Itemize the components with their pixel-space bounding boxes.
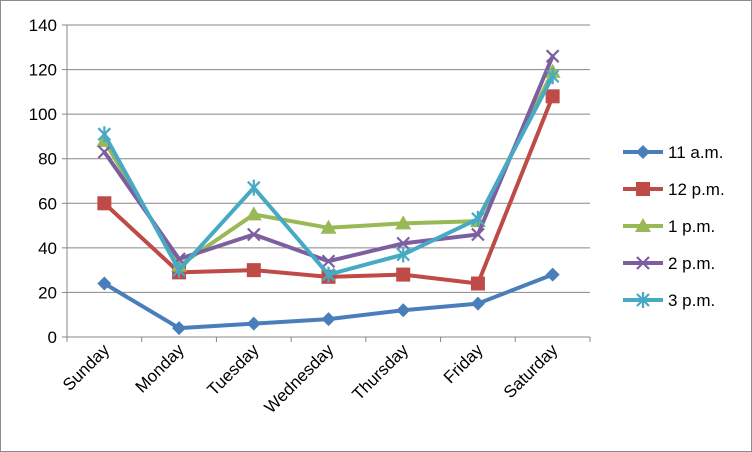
data-point	[97, 276, 112, 291]
data-point	[321, 312, 336, 327]
data-point	[636, 292, 650, 308]
legend-label: 2 p.m.	[668, 254, 715, 273]
y-tick-label: 0	[48, 328, 57, 347]
y-tick-label: 140	[29, 16, 57, 35]
data-point	[172, 321, 187, 336]
legend-label: 1 p.m.	[668, 217, 715, 236]
legend-label: 12 p.m.	[668, 180, 725, 199]
data-point	[635, 218, 651, 232]
data-point	[396, 303, 411, 318]
y-axis-ticks: 0 20 40 60 80 100 120 140	[29, 16, 67, 347]
data-point	[636, 256, 650, 270]
data-point	[396, 267, 411, 282]
x-tick-label: Wednesday	[261, 340, 338, 417]
data-point	[636, 145, 650, 159]
data-point	[247, 179, 261, 196]
data-point	[395, 215, 412, 230]
data-point	[97, 196, 112, 211]
y-tick-label: 20	[38, 283, 57, 302]
data-point	[320, 219, 337, 234]
data-point	[470, 276, 485, 291]
legend-item: 3 p.m.	[623, 291, 715, 310]
series-2-p-m	[97, 49, 560, 269]
y-tick-label: 100	[29, 105, 57, 124]
data-point	[396, 246, 410, 263]
x-tick-label: Tuesday	[204, 340, 263, 399]
axes	[66, 25, 590, 338]
data-point	[172, 262, 186, 279]
data-point	[545, 49, 560, 63]
legend-item: 12 p.m.	[623, 180, 725, 199]
data-point	[545, 267, 560, 282]
data-point	[321, 266, 336, 283]
legend: 11 a.m. 12 p.m. 1 p.m. 2 p.m. 3 p.m.	[623, 143, 725, 310]
data-point	[470, 296, 485, 311]
x-tick-label: Friday	[440, 340, 487, 387]
data-point	[246, 316, 261, 331]
series-group	[96, 49, 561, 336]
legend-label: 11 a.m.	[668, 143, 723, 162]
series-3-p-m	[97, 68, 560, 283]
x-tick-label: Saturday	[500, 340, 562, 402]
x-tick-label: Thursday	[348, 340, 412, 404]
data-point	[97, 126, 112, 143]
y-tick-label: 60	[38, 194, 57, 213]
data-point	[471, 210, 485, 227]
y-tick-label: 80	[38, 150, 57, 169]
legend-item: 1 p.m.	[623, 217, 715, 236]
data-point	[545, 68, 560, 85]
legend-item: 2 p.m.	[623, 254, 715, 273]
data-point	[636, 182, 650, 196]
series-line	[102, 69, 555, 268]
data-point	[247, 227, 261, 242]
y-tick-label: 120	[29, 61, 57, 80]
data-point	[471, 227, 485, 242]
series-11-a-m	[97, 267, 560, 336]
x-tick-label: Monday	[132, 340, 189, 397]
y-tick-label: 40	[38, 239, 57, 258]
data-point	[545, 89, 560, 104]
legend-item: 11 a.m.	[623, 143, 723, 162]
data-point	[245, 206, 262, 221]
data-point	[396, 236, 410, 251]
data-point	[321, 254, 336, 269]
data-point	[246, 263, 261, 278]
data-point	[97, 145, 112, 159]
legend-label: 3 p.m.	[668, 291, 715, 310]
x-tick-label: Sunday	[59, 340, 114, 395]
